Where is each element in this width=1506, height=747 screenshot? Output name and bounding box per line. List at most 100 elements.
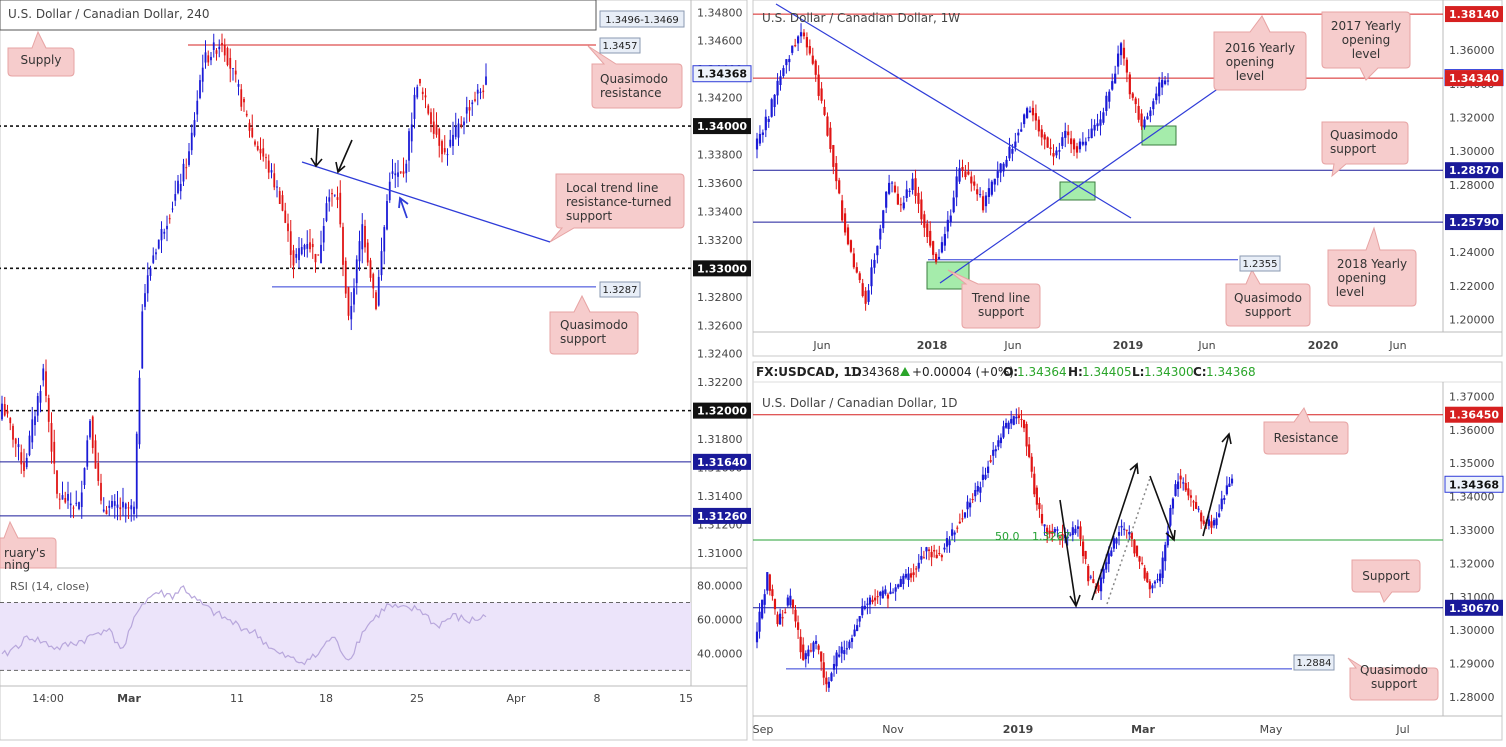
h4-price-label: 1.33000	[697, 262, 747, 275]
daily-candle-body	[840, 646, 843, 654]
daily-time-tick: Jul	[1395, 723, 1409, 736]
daily-candle-body	[935, 554, 938, 559]
h4-price-tick: 1.32600	[697, 319, 743, 332]
h4-candle-body	[221, 42, 223, 46]
h4-candle-body	[394, 173, 397, 176]
weekly-candle-body	[1075, 146, 1079, 153]
fib-50-label: 50.0	[995, 530, 1020, 543]
daily-candle-body	[1020, 418, 1023, 420]
daily-support-callout	[1351, 559, 1421, 603]
ohlc-h-label: H:	[1068, 365, 1083, 379]
daily-levels	[753, 414, 1443, 670]
daily-candle-body	[943, 547, 946, 550]
supply-label: Supply	[21, 53, 62, 67]
daily-candle-body	[1097, 585, 1100, 592]
h4-chart-panel: 80.0000 60.0000 40.0000 1.34800 1.34600 1.34…	[0, 0, 752, 741]
daily-price-label-box	[1444, 475, 1504, 493]
daily-candle-body	[1159, 573, 1162, 582]
h4-price-tick: 1.33600	[697, 177, 743, 190]
h4-candle-body	[190, 132, 193, 151]
h4-price-label-box	[693, 260, 751, 277]
daily-candle-body	[1089, 576, 1092, 578]
weekly-candle-body	[952, 197, 955, 213]
weekly-candle-body	[1119, 43, 1123, 56]
weekly-candle-body	[970, 176, 973, 184]
fib-value-label: 1.3267	[1032, 530, 1071, 543]
h4-candles	[1, 33, 487, 523]
daily-candle-body	[904, 573, 908, 578]
h4-price-tick: 1.33400	[697, 205, 743, 218]
daily-candle-body	[879, 591, 882, 596]
h4-candle-body	[476, 89, 479, 94]
h4-candle-body	[245, 113, 248, 116]
daily-candle-body	[1166, 531, 1169, 546]
h4-candle-body	[111, 501, 113, 508]
daily-candle-body	[1138, 556, 1141, 562]
daily-candle-body	[1187, 488, 1190, 496]
weekly-time-tick: Jun	[1003, 339, 1021, 352]
h4-candle-body	[39, 391, 42, 403]
daily-candle-body	[817, 645, 820, 650]
daily-price-axis: 1.37000 1.36000 1.35000 1.34000 1.33000 1.320…	[1444, 390, 1504, 704]
daily-qm-label-1: Quasimodo	[1360, 663, 1428, 677]
weekly-candle-body	[902, 202, 905, 209]
daily-candle-body	[1066, 536, 1069, 539]
h4-candle-body	[234, 70, 237, 75]
weekly-candle-body	[779, 76, 782, 85]
daily-candle-body	[940, 555, 943, 558]
weekly-candle-body	[785, 59, 788, 66]
arrow-2	[335, 139, 353, 174]
weekly-candle-body	[1163, 80, 1167, 85]
daily-candle-body	[814, 640, 818, 644]
weekly-candle-body	[914, 178, 917, 196]
trendline-support-callout	[947, 269, 1041, 329]
h4-candle-body	[454, 125, 457, 137]
weekly-candle-body	[885, 191, 888, 208]
h4-candle-body	[80, 492, 83, 508]
h4-candle-body	[215, 50, 218, 54]
weekly-candle-body	[973, 181, 976, 186]
h4-candle-body	[485, 76, 487, 85]
h4-candle-body	[149, 268, 152, 276]
h4-candle-body	[229, 57, 232, 69]
daily-candle-body	[827, 681, 830, 688]
weekly-candle-body	[1140, 113, 1143, 127]
rsi-label: RSI (14, close)	[10, 580, 89, 593]
daily-candle-body	[1061, 533, 1064, 540]
h4-candle-body	[141, 311, 144, 369]
weekly-trendline-down	[775, 3, 1132, 219]
daily-price-label: 1.30670	[1449, 602, 1499, 615]
daily-candle-body	[876, 596, 879, 598]
weekly-candle-body	[1058, 150, 1061, 152]
weekly-candle-body	[829, 127, 832, 150]
daily-candle-body	[1025, 424, 1028, 447]
h4-candle-body	[298, 248, 300, 261]
h4-candle-body	[474, 99, 476, 101]
daily-candle-body	[958, 521, 961, 524]
daily-candle-body	[799, 636, 802, 653]
h4-candle-body	[314, 254, 317, 263]
h4-price-axis: 1.348001.346001.344001.342001.340001.338…	[692, 6, 752, 560]
h4-candle-body	[226, 47, 229, 66]
h4-candle-body	[325, 203, 328, 221]
h4-candle-body	[322, 226, 325, 243]
h4-candle-body	[347, 286, 350, 316]
h4-candle-body	[427, 105, 430, 114]
h4-candle-body	[25, 457, 28, 468]
daily-candle-body	[832, 663, 836, 670]
daily-candle-body	[845, 648, 848, 650]
weekly-candle-body	[1061, 137, 1064, 146]
daily-candle-body	[853, 629, 856, 637]
weekly-price-label: 1.34340	[1449, 72, 1499, 85]
h4-price-tick: 1.34600	[697, 35, 743, 48]
rsi-tick: 80.0000	[697, 580, 743, 593]
weekly-candle-body	[764, 116, 767, 131]
h4-candle-body	[3, 404, 6, 416]
ohlc-last: 1.34368	[850, 365, 900, 379]
h4-candle-body	[97, 463, 100, 481]
h4-candle-body	[138, 377, 141, 445]
up-triangle-icon	[900, 367, 910, 376]
daily-candle-body	[848, 641, 851, 648]
weekly-candle-body	[1149, 110, 1152, 117]
h4-candle-body	[163, 231, 166, 234]
